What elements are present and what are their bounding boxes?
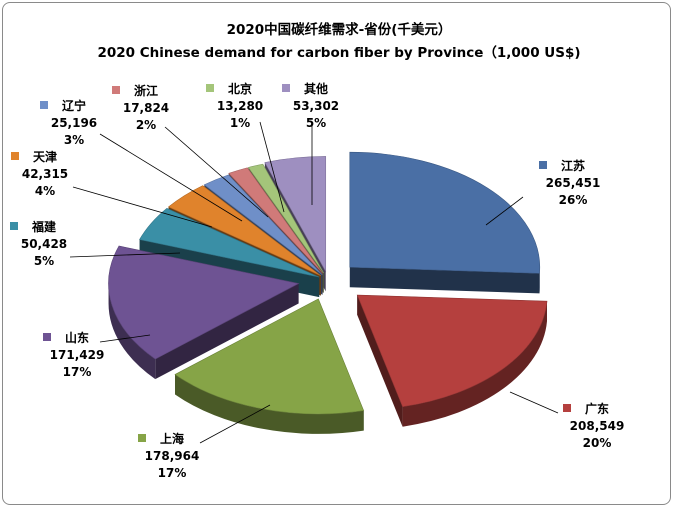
- slice-2: [174, 298, 365, 415]
- slice-label-name: 江苏: [561, 158, 585, 173]
- slice-label-percent: 17%: [63, 365, 92, 379]
- slice-label-name: 福建: [31, 219, 57, 234]
- slice-4: [139, 207, 320, 278]
- legend-key-1: [563, 404, 571, 412]
- slice-label-value: 265,451: [546, 176, 601, 190]
- slice-label-percent: 17%: [158, 466, 187, 480]
- slice-6: [203, 174, 323, 276]
- slice-label-percent: 5%: [34, 254, 54, 268]
- slice-label-value: 171,429: [50, 348, 105, 362]
- slice-5: [167, 185, 322, 276]
- legend-key-5: [11, 152, 19, 160]
- slice-label-percent: 20%: [583, 436, 612, 450]
- chart-title-en: 2020 Chinese demand for carbon fiber by …: [97, 45, 580, 61]
- leader-line-5: [72, 186, 213, 228]
- slice-label-name: 北京: [228, 81, 252, 96]
- legend-key-3: [43, 333, 51, 341]
- slice-label-name: 上海: [160, 431, 184, 446]
- pie-tops: [108, 151, 548, 415]
- leader-line-8: [259, 121, 285, 213]
- leader-line-1: [509, 391, 559, 414]
- slice-label-name: 山东: [65, 330, 89, 345]
- slice-label-value: 208,549: [570, 419, 625, 433]
- slice-label-name: 其他: [304, 81, 328, 96]
- slice-wall-1-1: [357, 295, 403, 427]
- legend-key-0: [539, 161, 547, 169]
- leader-line-7: [164, 126, 269, 218]
- slice-label-value: 42,315: [22, 167, 68, 181]
- slice-wall-3-0: [155, 283, 299, 380]
- slice-label-name: 广东: [585, 401, 609, 416]
- slice-label-percent: 1%: [230, 116, 250, 130]
- slice-label-name: 浙江: [134, 83, 158, 98]
- slice-label-percent: 4%: [35, 184, 55, 198]
- legend-key-7: [112, 86, 120, 94]
- leader-line-2: [199, 404, 271, 444]
- slice-label-percent: 26%: [559, 193, 588, 207]
- slice-label-value: 13,280: [217, 99, 263, 113]
- slice-label-value: 178,964: [145, 449, 200, 463]
- legend-key-4: [10, 222, 18, 230]
- slice-7: [228, 167, 323, 274]
- slice-side-2: [175, 374, 364, 434]
- slice-label-value: 50,428: [21, 237, 67, 251]
- slice-label-value: 25,196: [51, 116, 97, 130]
- slice-0: [349, 151, 541, 274]
- slice-label-value: 17,824: [123, 101, 169, 115]
- legend-key-8: [206, 84, 214, 92]
- leader-lines: [69, 121, 559, 444]
- legend-key-6: [40, 101, 48, 109]
- slice-label-name: 天津: [33, 149, 57, 164]
- data-labels: 江苏 265,451 26% 广东 208,549 20% 上海 178,964 17% 山东 17…: [10, 81, 624, 480]
- legend-key-2: [138, 434, 146, 442]
- legend-key-9: [282, 84, 290, 92]
- slice-1: [356, 294, 548, 408]
- slice-3: [108, 245, 300, 360]
- leader-line-0: [485, 196, 524, 226]
- leader-line-4: [69, 252, 181, 258]
- slice-8: [247, 163, 324, 274]
- slice-side-1: [402, 301, 547, 427]
- slice-label-percent: 2%: [136, 118, 156, 132]
- slice-9: [264, 156, 327, 273]
- slice-side-3: [108, 283, 156, 380]
- chart-title-cn: 2020中国碳纤维需求-省份(千美元）: [227, 21, 452, 38]
- slice-label-percent: 3%: [64, 133, 84, 147]
- slice-label-value: 53,302: [293, 99, 339, 113]
- slice-label-name: 辽宁: [62, 98, 86, 113]
- leader-line-6: [99, 133, 243, 222]
- leader-line-3: [99, 334, 151, 343]
- slice-label-percent: 5%: [306, 116, 326, 130]
- slice-wall-0-1: [349, 267, 540, 294]
